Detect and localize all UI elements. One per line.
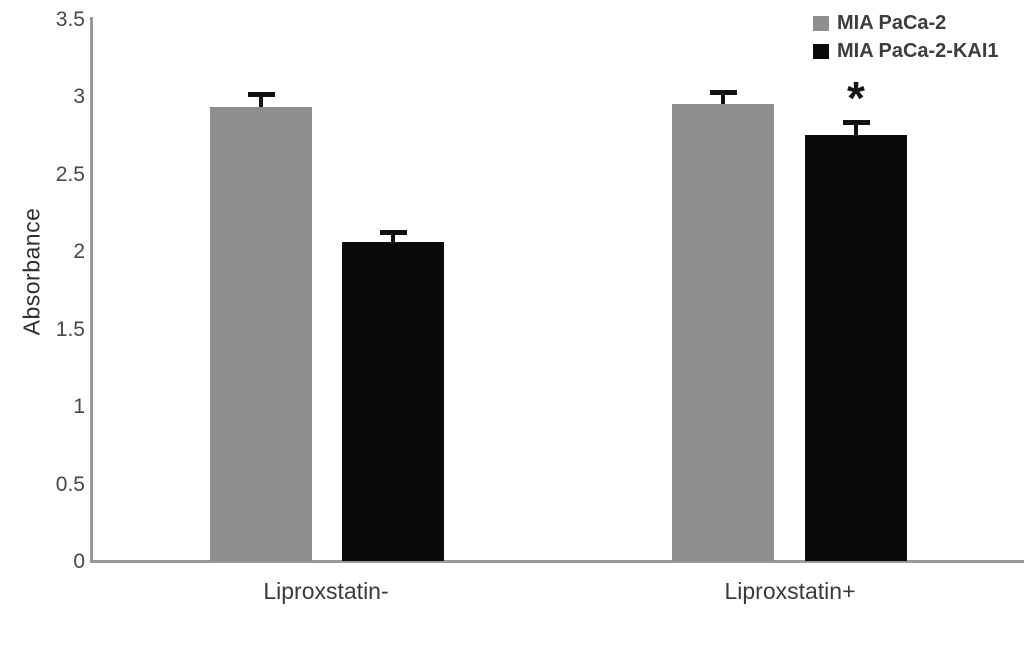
- bar-mia-paca-2-kai1: [342, 241, 444, 561]
- legend-item: MIA PaCa-2-KAI1: [813, 39, 999, 64]
- legend-marker-square-icon: [813, 16, 829, 31]
- error-bar-stem: [259, 91, 263, 114]
- legend-label: MIA PaCa-2: [837, 12, 947, 34]
- error-bar-stem: [721, 90, 725, 111]
- bar-mia-paca-2: [210, 107, 312, 561]
- y-tick-label: 0: [73, 550, 85, 573]
- category-label: Liproxstatin-: [263, 578, 389, 604]
- error-bar-cap: [247, 91, 275, 97]
- y-tick-label: 2.5: [55, 162, 85, 186]
- error-bar-cap: [379, 229, 407, 235]
- bar-mia-paca-2-kai1: [805, 135, 907, 561]
- y-tick-label: 3.5: [55, 8, 85, 31]
- legend-label: MIA PaCa-2-KAI1: [837, 40, 999, 62]
- y-tick-label: 2: [73, 240, 85, 264]
- legend-marker-square-icon: [813, 44, 829, 59]
- error-bar-stem: [854, 119, 858, 142]
- y-tick-label: 3: [73, 85, 85, 109]
- y-tick-label: 1: [73, 395, 85, 419]
- error-bar-stem: [391, 229, 395, 248]
- error-bar-cap: [709, 90, 737, 96]
- legend: MIA PaCa-2 MIA PaCa-2-KAI1: [813, 11, 999, 64]
- legend-item: MIA PaCa-2: [813, 11, 999, 36]
- significance-asterisk: *: [847, 71, 865, 124]
- error-bar-cap: [842, 119, 870, 125]
- bar-mia-paca-2: [672, 104, 774, 561]
- category-label: Liproxstatin+: [724, 578, 856, 604]
- y-tick-label: 1.5: [55, 317, 85, 341]
- y-tick-label: 0.5: [55, 472, 85, 496]
- y-axis-line: [90, 17, 93, 563]
- x-axis-line: [90, 560, 1024, 563]
